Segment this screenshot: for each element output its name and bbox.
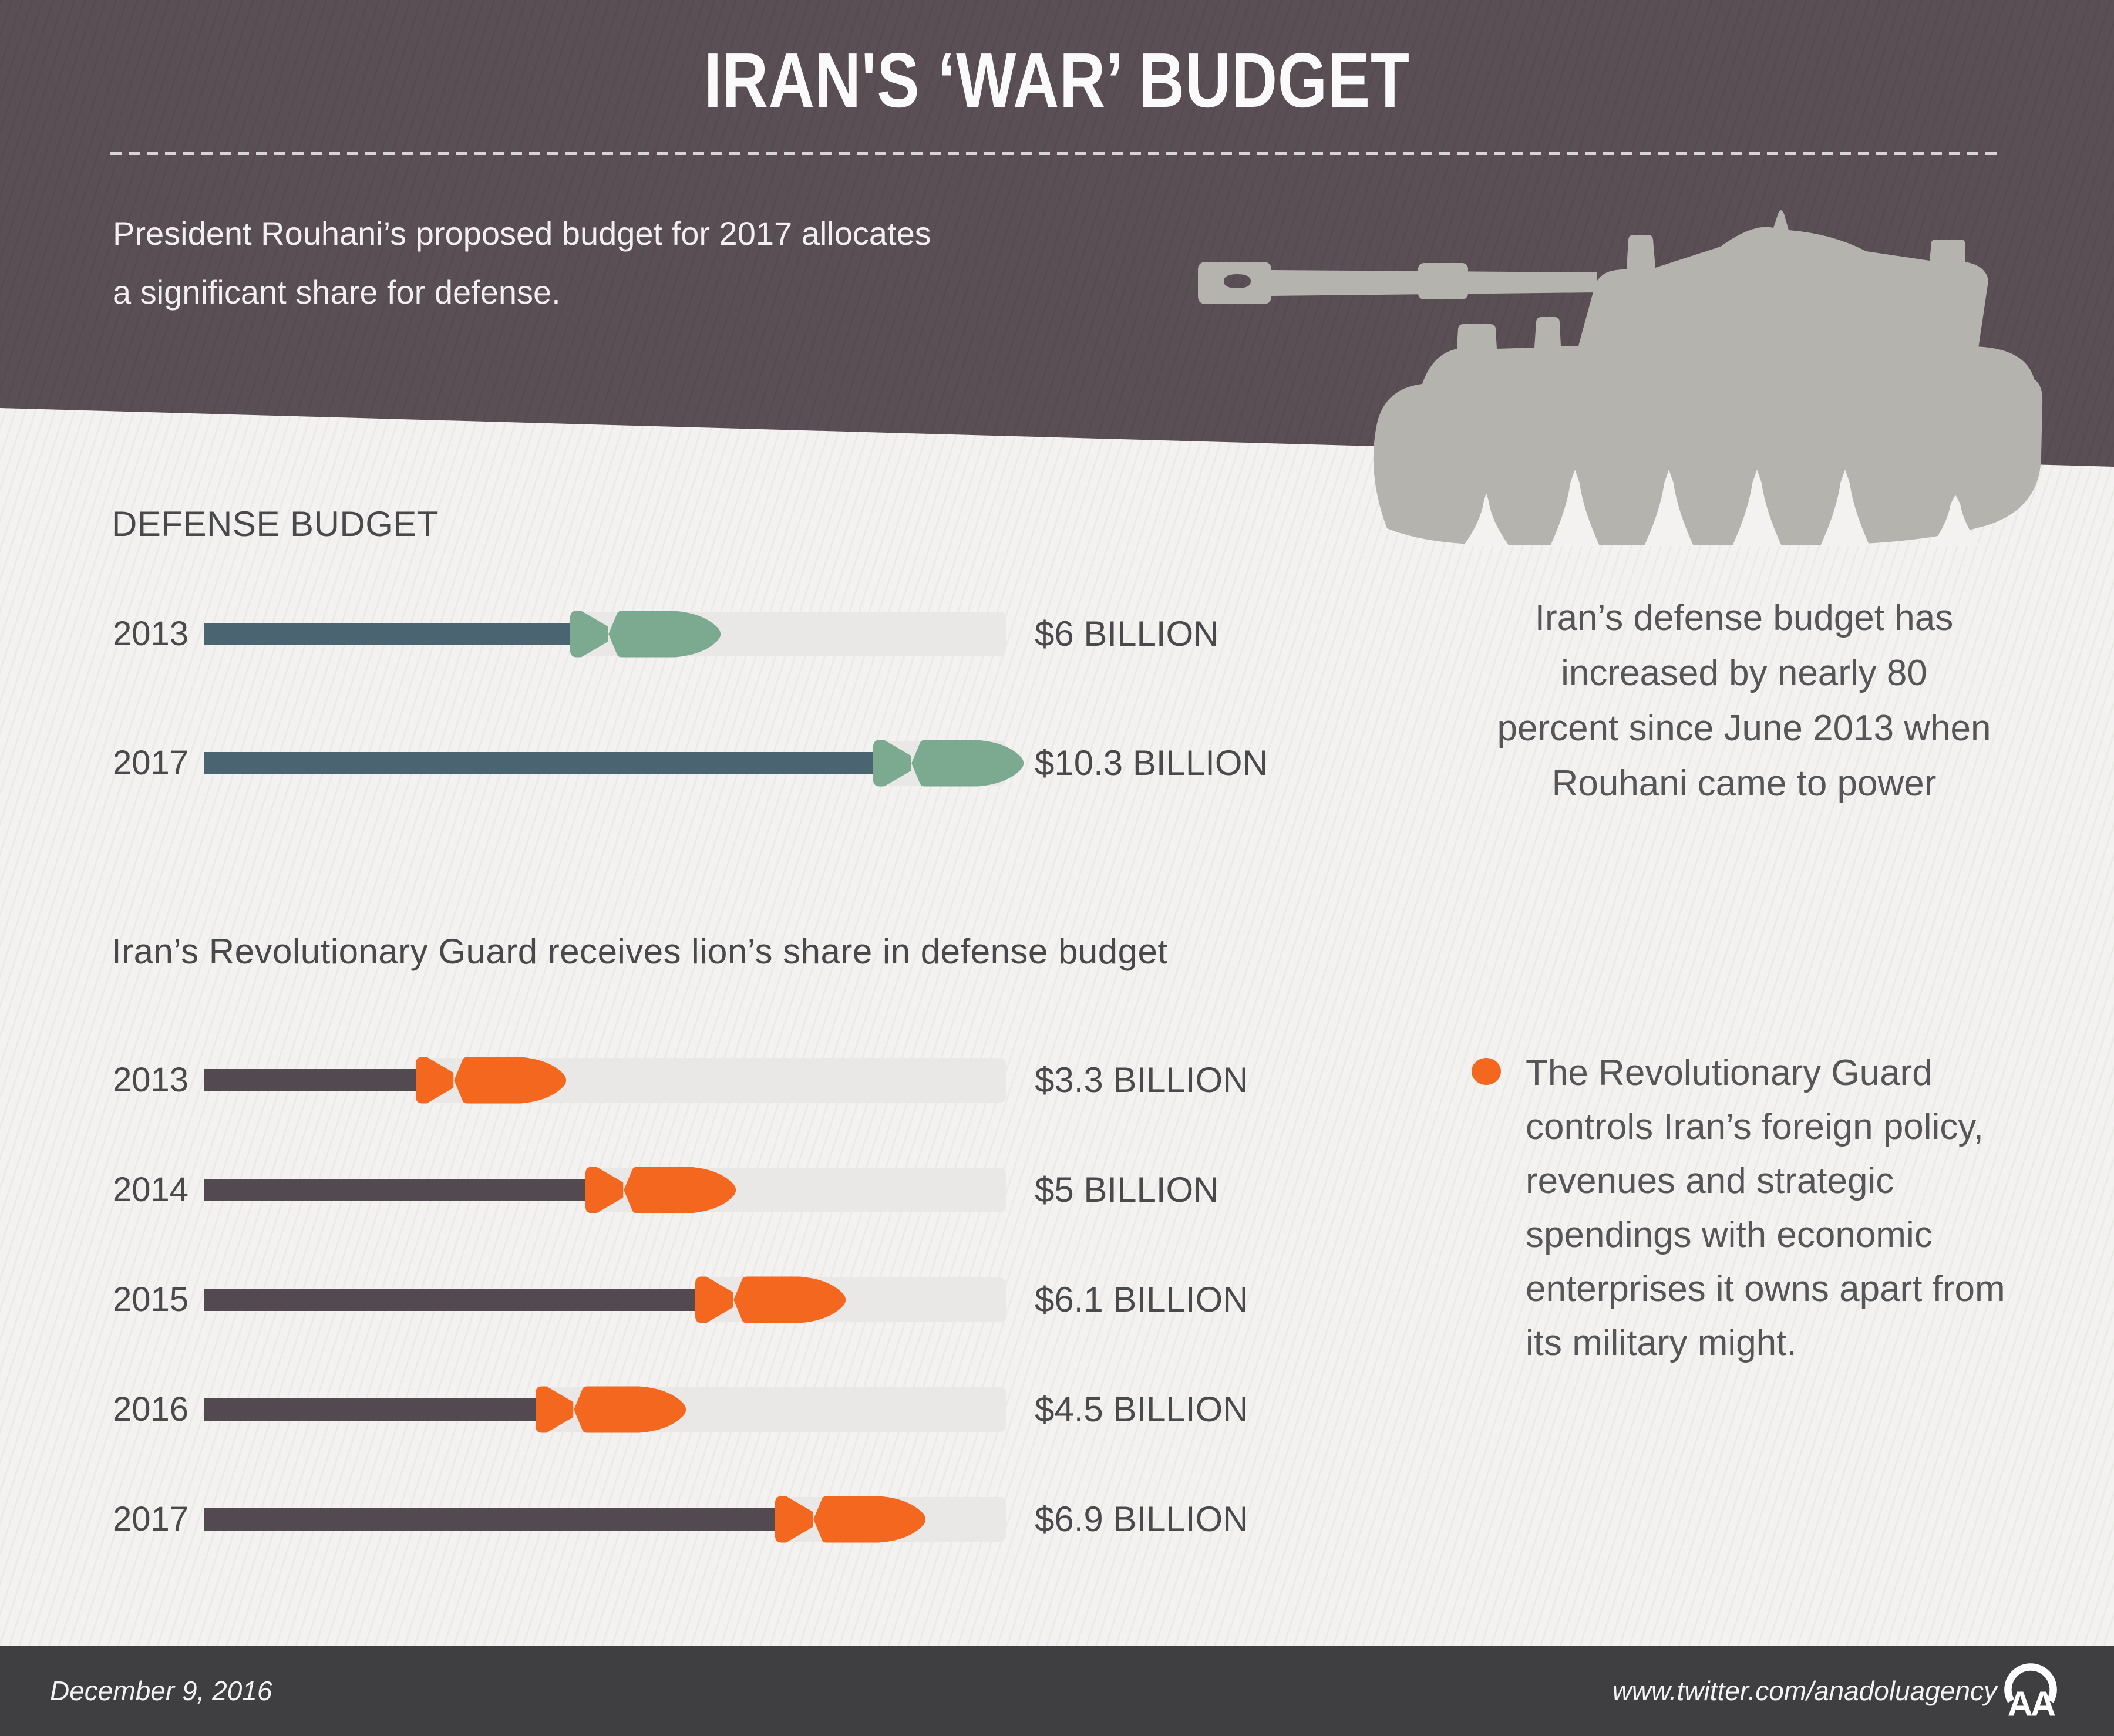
guard-annotation: The Revolutionary Guard controls Iran’s … <box>1526 1053 2005 1363</box>
defense-row-2017: 2017 $10.3 BILLION <box>0 731 2114 795</box>
value-bar <box>204 1398 540 1421</box>
year-label: 2016 <box>113 1390 189 1428</box>
year-label: 2017 <box>113 1500 189 1538</box>
anadolu-agency-logo: AA <box>2004 1663 2058 1722</box>
guard-row-2014: 2014 $5 BILLION <box>0 1158 2114 1222</box>
value-label: $4.5 BILLION <box>1035 1390 1248 1429</box>
intro-text: President Rouhani’s proposed budget for … <box>113 215 931 311</box>
bomb-icon <box>570 609 726 659</box>
year-label: 2014 <box>113 1171 189 1209</box>
dashed-divider <box>110 152 2001 155</box>
year-label: 2013 <box>113 615 189 653</box>
footer-date: December 9, 2016 <box>50 1676 272 1706</box>
value-bar <box>204 752 877 774</box>
bullet-icon <box>1472 1058 1501 1085</box>
defense-budget-heading: DEFENSE BUDGET <box>112 504 439 544</box>
guard-row-2017: 2017 $6.9 BILLION <box>0 1487 2114 1552</box>
bomb-icon <box>535 1385 692 1434</box>
tank-icon <box>1198 210 2043 546</box>
value-label: $6.9 BILLION <box>1035 1499 1248 1539</box>
value-label: $3.3 BILLION <box>1035 1060 1248 1100</box>
guard-row-2015: 2015 $6.1 BILLION <box>0 1268 2114 1332</box>
value-label: $10.3 BILLION <box>1035 743 1268 783</box>
value-bar <box>204 1508 779 1531</box>
defense-annotation: Iran’s defense budget has increased by n… <box>1497 598 1991 804</box>
value-bar <box>204 1179 590 1201</box>
value-label: $5 BILLION <box>1035 1170 1219 1209</box>
bomb-icon <box>775 1495 931 1544</box>
bomb-icon <box>585 1165 742 1215</box>
value-bar <box>204 1289 699 1311</box>
guard-row-2013: 2013 $3.3 BILLION <box>0 1048 2114 1113</box>
value-bar <box>204 623 574 645</box>
svg-text:AA: AA <box>2008 1684 2055 1722</box>
value-label: $6.1 BILLION <box>1035 1280 1248 1319</box>
guard-budget-heading: Iran’s Revolutionary Guard receives lion… <box>112 932 1168 971</box>
value-label: $6 BILLION <box>1035 614 1219 653</box>
page-title: IRAN'S ‘WAR’ BUDGET <box>704 37 1410 123</box>
guard-annotation-block: The Revolutionary Guard controls Iran’s … <box>1472 1046 2082 1370</box>
value-bar <box>204 1069 420 1091</box>
year-label: 2015 <box>113 1280 189 1319</box>
footer: December 9, 2016 www.twitter.com/anadolu… <box>0 1646 2114 1736</box>
year-label: 2017 <box>113 744 189 782</box>
defense-row-2013: 2013 $6 BILLION <box>0 602 2114 666</box>
bomb-icon <box>695 1275 851 1324</box>
bomb-icon <box>873 739 1029 788</box>
footer-twitter-url: www.twitter.com/anadoluagency <box>1612 1676 1997 1706</box>
bomb-icon <box>415 1056 572 1105</box>
year-label: 2013 <box>113 1061 189 1099</box>
guard-row-2016: 2016 $4.5 BILLION <box>0 1377 2114 1442</box>
